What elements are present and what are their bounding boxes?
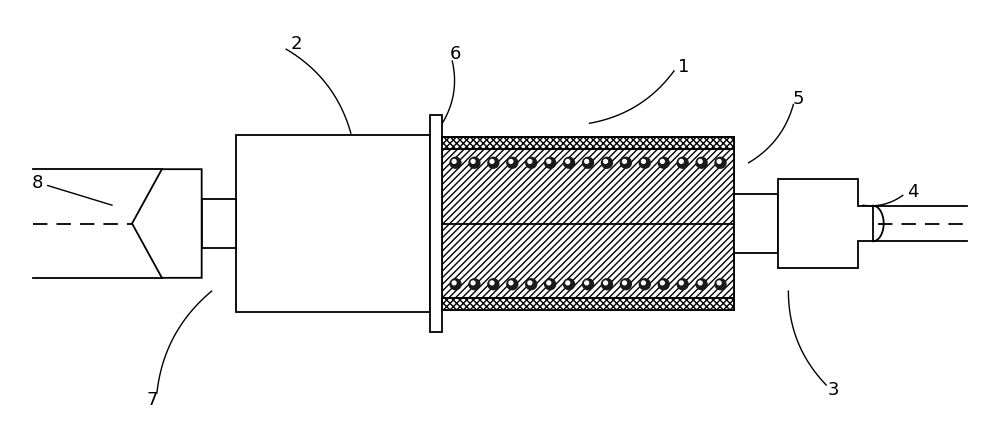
- Bar: [734, 194, 778, 253]
- Circle shape: [469, 157, 480, 168]
- Circle shape: [677, 279, 688, 290]
- Circle shape: [717, 281, 721, 285]
- Circle shape: [507, 157, 518, 168]
- Circle shape: [526, 157, 537, 168]
- Circle shape: [507, 279, 518, 290]
- Bar: [442, 298, 734, 310]
- Circle shape: [528, 281, 532, 285]
- Bar: [442, 137, 734, 310]
- Circle shape: [604, 160, 607, 163]
- Text: 4: 4: [907, 183, 918, 202]
- Bar: [430, 115, 442, 332]
- Circle shape: [717, 160, 721, 163]
- Bar: [442, 149, 734, 298]
- Circle shape: [490, 160, 494, 163]
- Polygon shape: [132, 169, 202, 278]
- Circle shape: [642, 281, 645, 285]
- Circle shape: [526, 279, 537, 290]
- Circle shape: [566, 160, 570, 163]
- Circle shape: [488, 279, 499, 290]
- Text: 2: 2: [290, 35, 302, 53]
- Circle shape: [698, 160, 702, 163]
- Circle shape: [450, 279, 461, 290]
- Circle shape: [601, 279, 612, 290]
- Circle shape: [452, 281, 456, 285]
- Circle shape: [509, 281, 513, 285]
- Circle shape: [528, 160, 532, 163]
- Circle shape: [564, 279, 575, 290]
- Circle shape: [488, 157, 499, 168]
- Text: 7: 7: [146, 391, 158, 409]
- Circle shape: [660, 160, 664, 163]
- Circle shape: [490, 281, 494, 285]
- Circle shape: [604, 281, 607, 285]
- Circle shape: [660, 281, 664, 285]
- Bar: [442, 137, 734, 149]
- Circle shape: [471, 160, 475, 163]
- Circle shape: [585, 281, 589, 285]
- Circle shape: [715, 157, 726, 168]
- Bar: [442, 137, 734, 149]
- Circle shape: [601, 157, 612, 168]
- Circle shape: [679, 160, 683, 163]
- Circle shape: [452, 160, 456, 163]
- Circle shape: [583, 157, 593, 168]
- Bar: [442, 298, 734, 310]
- Text: 3: 3: [827, 381, 839, 399]
- Circle shape: [547, 281, 551, 285]
- Circle shape: [585, 160, 589, 163]
- Circle shape: [677, 157, 688, 168]
- Circle shape: [698, 281, 702, 285]
- Circle shape: [715, 279, 726, 290]
- Circle shape: [679, 281, 683, 285]
- Circle shape: [545, 279, 556, 290]
- Circle shape: [620, 279, 631, 290]
- Circle shape: [623, 160, 626, 163]
- Circle shape: [469, 279, 480, 290]
- Circle shape: [623, 281, 626, 285]
- Circle shape: [583, 279, 593, 290]
- Circle shape: [658, 157, 669, 168]
- Text: 6: 6: [450, 45, 461, 63]
- Polygon shape: [778, 179, 873, 268]
- Circle shape: [696, 157, 707, 168]
- Circle shape: [639, 279, 650, 290]
- Text: 5: 5: [793, 89, 804, 108]
- Circle shape: [545, 157, 556, 168]
- Circle shape: [564, 157, 575, 168]
- Text: 1: 1: [678, 58, 690, 76]
- Circle shape: [450, 157, 461, 168]
- Bar: [202, 199, 236, 248]
- Circle shape: [547, 160, 551, 163]
- Circle shape: [509, 160, 513, 163]
- Circle shape: [620, 157, 631, 168]
- Circle shape: [658, 279, 669, 290]
- Circle shape: [471, 281, 475, 285]
- Bar: [236, 135, 430, 312]
- Circle shape: [566, 281, 570, 285]
- Text: 8: 8: [32, 173, 43, 191]
- Circle shape: [696, 279, 707, 290]
- Circle shape: [639, 157, 650, 168]
- Circle shape: [642, 160, 645, 163]
